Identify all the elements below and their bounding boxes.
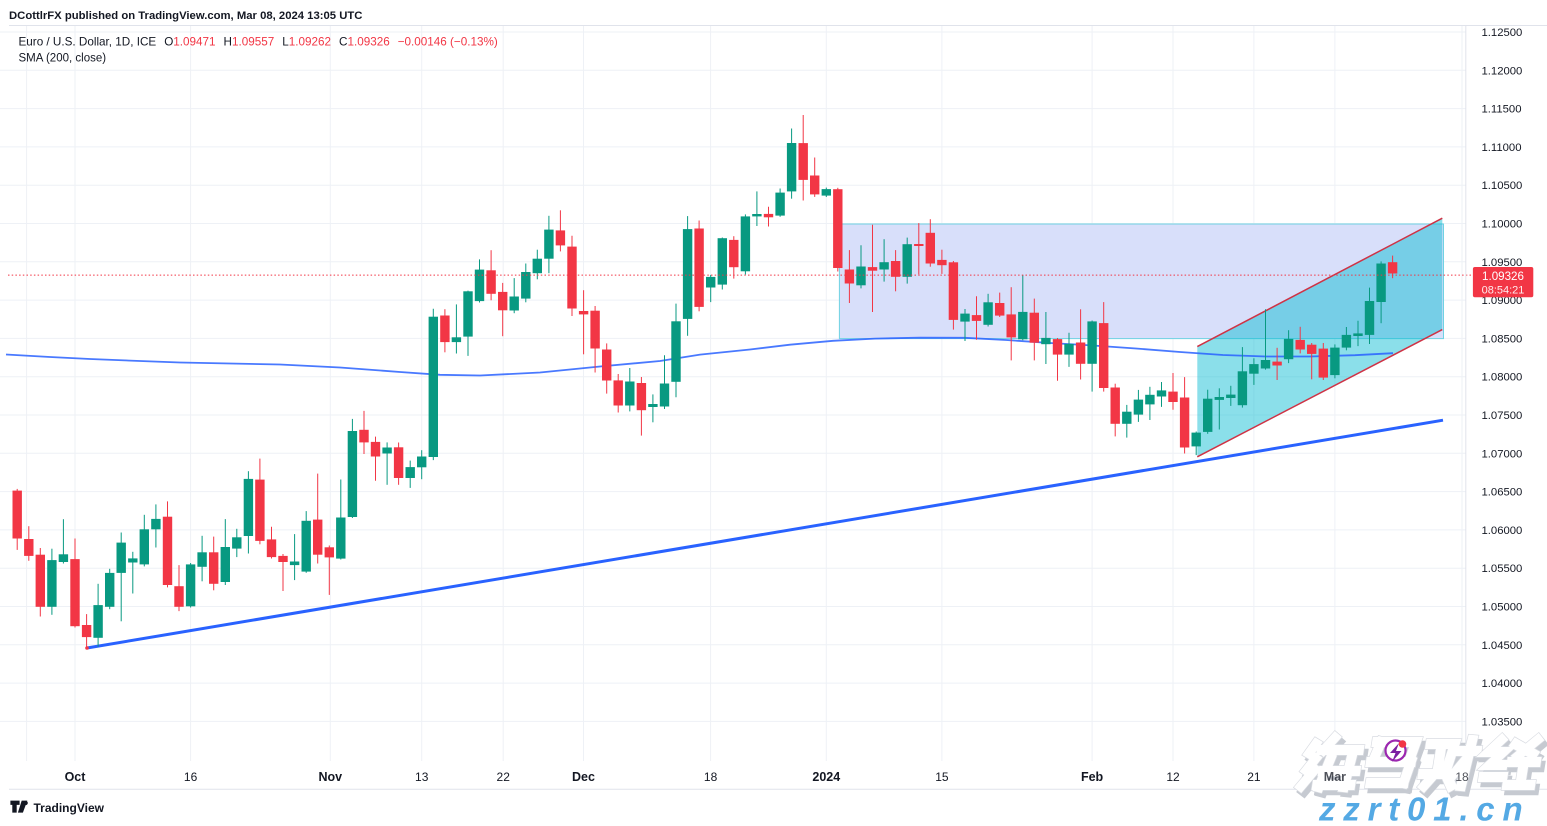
svg-text:2024: 2024: [812, 770, 840, 784]
svg-text:1.04500: 1.04500: [1482, 640, 1523, 652]
svg-text:SMA (200, close): SMA (200, close): [19, 53, 107, 65]
svg-text:13: 13: [415, 770, 429, 784]
svg-text:1.08000: 1.08000: [1482, 372, 1523, 384]
svg-text:08:54:21: 08:54:21: [1482, 285, 1525, 297]
svg-text:Mar: Mar: [1324, 770, 1346, 784]
svg-text:18: 18: [1455, 770, 1469, 784]
svg-text:Dec: Dec: [572, 770, 595, 784]
svg-text:1.08500: 1.08500: [1482, 333, 1523, 345]
svg-text:1.03500: 1.03500: [1482, 716, 1523, 728]
svg-text:Feb: Feb: [1081, 770, 1104, 784]
svg-text:16: 16: [184, 770, 198, 784]
svg-text:1.11500: 1.11500: [1482, 104, 1522, 116]
svg-text:1.07500: 1.07500: [1482, 410, 1523, 422]
svg-text:Oct: Oct: [65, 770, 87, 784]
svg-text:1.11000: 1.11000: [1482, 142, 1522, 154]
svg-text:1.09000: 1.09000: [1482, 295, 1523, 307]
svg-text:1.10000: 1.10000: [1482, 219, 1523, 231]
svg-text:TradingView: TradingView: [34, 801, 105, 815]
svg-text:1.06000: 1.06000: [1482, 525, 1523, 537]
svg-text:DCottlrFX published on Trading: DCottlrFX published on TradingView.com, …: [9, 10, 362, 22]
svg-text:18: 18: [704, 770, 718, 784]
svg-text:12: 12: [1166, 770, 1180, 784]
svg-text:1.09326: 1.09326: [1482, 270, 1524, 283]
svg-text:1.06500: 1.06500: [1482, 487, 1523, 499]
svg-text:21: 21: [1247, 770, 1261, 784]
svg-text:zzrt01.cn: zzrt01.cn: [1318, 791, 1530, 826]
svg-text:15: 15: [935, 770, 949, 784]
svg-text:1.10500: 1.10500: [1482, 180, 1523, 192]
svg-text:Nov: Nov: [318, 770, 342, 784]
svg-text:1.07000: 1.07000: [1482, 448, 1523, 460]
svg-text:22: 22: [497, 770, 511, 784]
svg-text:1.12000: 1.12000: [1482, 65, 1523, 77]
svg-text:1.04000: 1.04000: [1482, 678, 1523, 690]
svg-text:1.05500: 1.05500: [1482, 563, 1523, 575]
svg-text:1.12500: 1.12500: [1482, 27, 1523, 39]
svg-text:1.05000: 1.05000: [1482, 602, 1523, 614]
svg-text:1.09500: 1.09500: [1482, 257, 1523, 269]
